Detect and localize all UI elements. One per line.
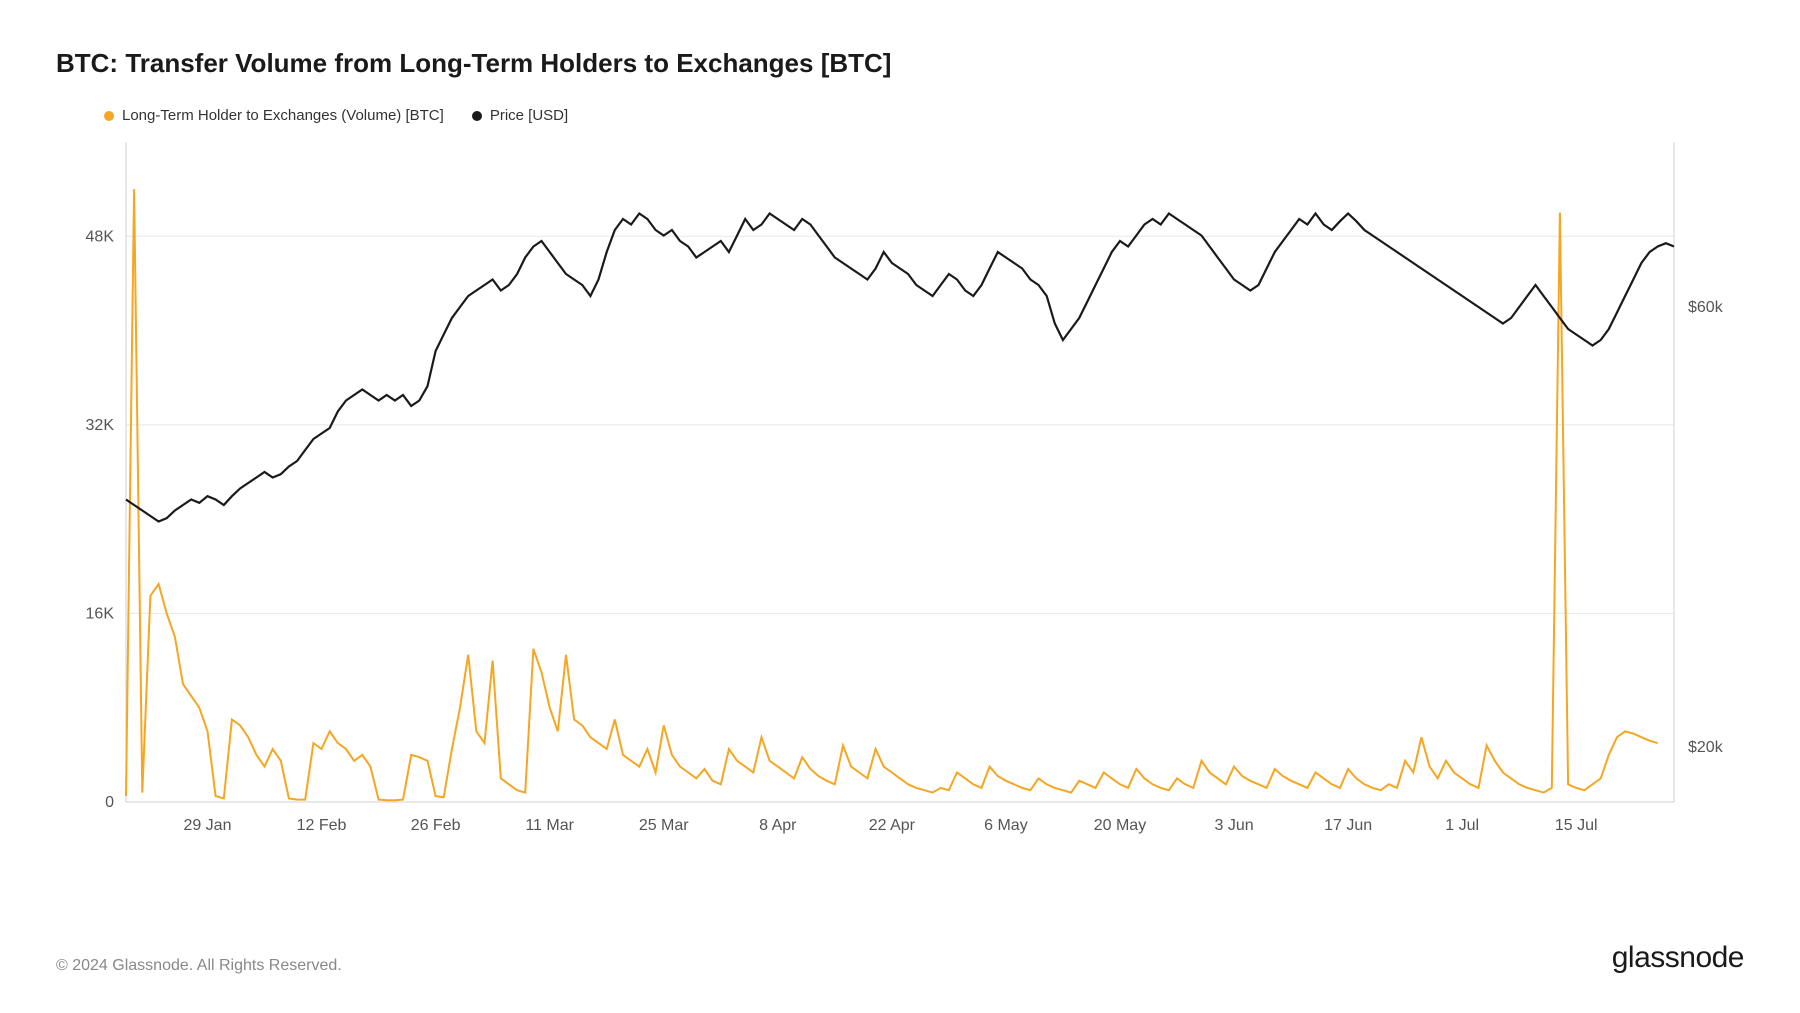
svg-text:1 Jul: 1 Jul xyxy=(1445,817,1479,834)
svg-text:$20k: $20k xyxy=(1688,739,1724,756)
page-footer: © 2024 Glassnode. All Rights Reserved. g… xyxy=(56,941,1744,975)
svg-text:48K: 48K xyxy=(86,228,115,245)
series-volume-line xyxy=(126,189,1658,800)
brand-logo: glassnode xyxy=(1612,941,1744,975)
chart-legend: Long-Term Holder to Exchanges (Volume) [… xyxy=(104,107,1744,124)
legend-dot-volume xyxy=(104,111,114,121)
legend-label-price: Price [USD] xyxy=(490,107,568,124)
legend-item-volume: Long-Term Holder to Exchanges (Volume) [… xyxy=(104,107,444,124)
svg-text:20 May: 20 May xyxy=(1094,817,1146,834)
svg-text:29 Jan: 29 Jan xyxy=(183,817,231,834)
svg-text:22 Apr: 22 Apr xyxy=(869,817,916,834)
legend-label-volume: Long-Term Holder to Exchanges (Volume) [… xyxy=(122,107,444,124)
svg-text:15 Jul: 15 Jul xyxy=(1555,817,1598,834)
svg-text:12 Feb: 12 Feb xyxy=(297,817,347,834)
svg-text:$60k: $60k xyxy=(1688,299,1724,316)
series-price-line xyxy=(126,214,1674,522)
svg-text:25 Mar: 25 Mar xyxy=(639,817,689,834)
copyright-text: © 2024 Glassnode. All Rights Reserved. xyxy=(56,957,342,975)
chart-svg: 0 16K 32K 48K $20k $60k 29 Jan 12 Feb 26 Feb 11 M… xyxy=(56,132,1744,852)
chart-area: 0 16K 32K 48K $20k $60k 29 Jan 12 Feb 26 Feb 11 M… xyxy=(56,132,1744,852)
svg-text:8 Apr: 8 Apr xyxy=(759,817,797,834)
svg-text:6 May: 6 May xyxy=(984,817,1028,834)
svg-text:11 Mar: 11 Mar xyxy=(525,817,574,834)
svg-text:16K: 16K xyxy=(86,605,115,622)
svg-text:17 Jun: 17 Jun xyxy=(1324,817,1372,834)
svg-text:0: 0 xyxy=(105,794,114,811)
svg-text:32K: 32K xyxy=(86,417,115,434)
legend-item-price: Price [USD] xyxy=(472,107,568,124)
svg-text:3 Jun: 3 Jun xyxy=(1214,817,1253,834)
svg-text:26 Feb: 26 Feb xyxy=(411,817,461,834)
chart-title: BTC: Transfer Volume from Long-Term Hold… xyxy=(56,48,1744,79)
legend-dot-price xyxy=(472,111,482,121)
